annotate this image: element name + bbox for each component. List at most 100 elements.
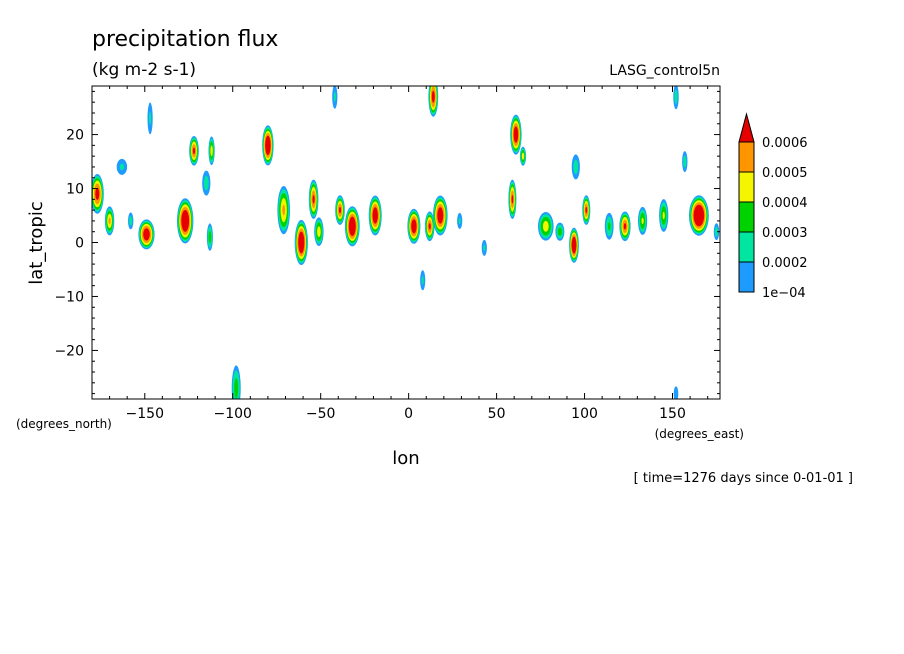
contour-level-6 xyxy=(513,126,519,143)
contour-level-2 xyxy=(421,276,424,285)
precip-cell xyxy=(508,179,517,219)
colorbar-label: 0.0004 xyxy=(762,196,808,211)
x-axis-label: lon xyxy=(392,448,419,469)
contour-level-6 xyxy=(693,204,705,227)
plot-area xyxy=(92,86,720,399)
y-tick-label: −20 xyxy=(54,343,84,359)
precip-cell xyxy=(619,211,631,242)
contour-level-5 xyxy=(282,204,286,216)
precip-cell xyxy=(208,136,215,166)
precip-cell xyxy=(128,212,134,230)
precip-cell xyxy=(407,208,421,244)
precip-cell xyxy=(582,195,591,225)
precip-cell xyxy=(481,239,487,256)
colorbar-swatch xyxy=(738,261,755,293)
y-axis-label: lat_tropic xyxy=(26,201,47,285)
precip-cell xyxy=(713,223,720,241)
contour-level-6 xyxy=(428,223,431,230)
precip-cell xyxy=(308,179,319,219)
contour-level-6 xyxy=(265,135,271,156)
x-tick-label: −150 xyxy=(126,406,164,422)
precip-cell xyxy=(457,212,463,229)
dataset-label: LASG_control5n xyxy=(609,63,720,79)
contour-level-2 xyxy=(333,91,336,102)
contour-level-3 xyxy=(557,227,562,236)
colorbar-arrow xyxy=(738,112,755,143)
precip-cell xyxy=(433,195,448,236)
precip-cell xyxy=(116,158,128,175)
colorbar-label: 0.0002 xyxy=(762,256,808,271)
contour-level-6 xyxy=(511,195,514,204)
y-tick-label: −10 xyxy=(54,289,84,305)
contour-level-3 xyxy=(234,378,239,399)
precip-cell xyxy=(673,86,679,110)
contour-level-2 xyxy=(458,217,461,225)
contour-level-6 xyxy=(192,147,196,154)
colorbar-label: 0.0003 xyxy=(762,226,808,241)
y-tick-label: 10 xyxy=(66,182,84,198)
x-tick-label: 0 xyxy=(404,406,413,422)
precip-cell xyxy=(277,186,291,235)
contour-level-6 xyxy=(312,195,315,204)
precip-cell xyxy=(344,206,360,247)
contour-level-4 xyxy=(521,152,525,160)
precip-cell xyxy=(555,222,565,241)
contour-level-4 xyxy=(317,226,321,238)
colorbar-label: 0.0006 xyxy=(762,136,808,151)
precip-cell xyxy=(202,170,211,196)
contour-level-6 xyxy=(437,207,444,224)
x-tick-label: −50 xyxy=(306,406,336,422)
contour-level-3 xyxy=(607,222,611,231)
contour-field xyxy=(92,86,720,399)
precip-cell xyxy=(147,102,153,135)
contour-level-6 xyxy=(143,228,150,241)
contour-level-2 xyxy=(129,216,133,226)
contour-level-6 xyxy=(181,210,190,232)
precip-cell xyxy=(571,154,580,180)
contour-level-6 xyxy=(298,231,305,254)
precip-cell xyxy=(510,114,522,155)
contour-level-6 xyxy=(431,90,435,103)
contour-level-2 xyxy=(149,111,152,125)
contour-level-6 xyxy=(348,216,356,236)
colorbar-label: 1e−04 xyxy=(762,286,806,301)
time-label: [ time=1276 days since 0-01-01 ] xyxy=(634,471,853,486)
contour-level-6 xyxy=(338,206,342,214)
precip-cell xyxy=(519,146,527,166)
y-tick-label: 20 xyxy=(66,128,84,144)
colorbar-legend: 0.0006 0.0005 0.0004 0.0003 0.0002 1e−04 xyxy=(738,112,808,301)
precip-cell xyxy=(294,219,308,266)
contour-level-6 xyxy=(372,207,378,224)
contour-level-2 xyxy=(714,226,719,237)
contour-level-6 xyxy=(571,236,577,254)
y-tick-label: 0 xyxy=(75,236,84,252)
contour-level-4 xyxy=(641,217,644,225)
precip-cell xyxy=(424,211,435,242)
colorbar-label: 0.0005 xyxy=(762,166,808,181)
precip-cell xyxy=(206,223,213,251)
x-tick-label: −100 xyxy=(214,406,252,422)
precip-cell xyxy=(177,198,194,244)
precip-cell xyxy=(314,217,324,246)
precip-cell xyxy=(604,212,614,240)
contour-level-5 xyxy=(108,217,111,225)
contour-level-4 xyxy=(210,145,213,157)
precip-cell xyxy=(420,270,426,291)
y-unit-label: (degrees_north) xyxy=(16,417,112,431)
contour-level-6 xyxy=(411,219,417,234)
colorbar-swatch xyxy=(738,171,755,203)
precip-cell xyxy=(231,365,241,399)
precip-cell xyxy=(335,195,345,225)
contour-level-2 xyxy=(683,155,687,168)
precip-cell xyxy=(689,195,709,236)
precip-cell xyxy=(189,136,199,166)
contour-level-6 xyxy=(585,206,588,214)
contour-level-2 xyxy=(203,175,209,191)
precip-cell xyxy=(428,86,439,117)
contour-level-2 xyxy=(119,163,124,171)
precip-cell xyxy=(138,219,155,250)
contour-level-4 xyxy=(662,211,665,220)
contour-level-4 xyxy=(542,220,549,232)
